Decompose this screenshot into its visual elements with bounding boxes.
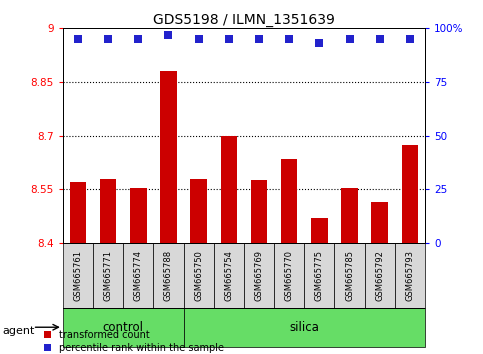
Bar	[123, 243, 154, 308]
Bar	[184, 243, 213, 308]
Bar	[70, 182, 86, 243]
Text: GSM665761: GSM665761	[73, 250, 83, 301]
Bar	[341, 188, 358, 243]
Bar	[63, 243, 93, 308]
Bar	[395, 243, 425, 308]
Text: GSM665775: GSM665775	[315, 250, 324, 301]
Point	[406, 36, 414, 42]
Bar	[130, 188, 146, 243]
Bar	[402, 145, 418, 243]
Bar	[251, 181, 267, 243]
Bar	[304, 243, 334, 308]
Text: GSM665792: GSM665792	[375, 250, 384, 301]
Text: GSM665793: GSM665793	[405, 250, 414, 301]
Text: control: control	[103, 321, 143, 334]
Point	[285, 36, 293, 42]
Bar	[244, 243, 274, 308]
Bar	[190, 179, 207, 243]
Bar	[311, 218, 327, 243]
Point	[74, 36, 82, 42]
Bar	[184, 308, 425, 347]
Point	[134, 36, 142, 42]
Point	[225, 36, 233, 42]
Text: GSM665754: GSM665754	[224, 250, 233, 301]
Bar	[63, 308, 184, 347]
Bar	[371, 202, 388, 243]
Bar	[160, 71, 177, 243]
Text: GSM665771: GSM665771	[103, 250, 113, 301]
Text: GSM665788: GSM665788	[164, 250, 173, 301]
Bar	[213, 243, 244, 308]
Title: GDS5198 / ILMN_1351639: GDS5198 / ILMN_1351639	[153, 13, 335, 27]
Point	[346, 36, 354, 42]
Text: agent: agent	[2, 326, 35, 336]
Text: GSM665774: GSM665774	[134, 250, 143, 301]
Text: GSM665785: GSM665785	[345, 250, 354, 301]
Bar	[93, 243, 123, 308]
Point	[376, 36, 384, 42]
Bar	[365, 243, 395, 308]
Point	[104, 36, 112, 42]
Bar	[100, 179, 116, 243]
Point	[255, 36, 263, 42]
Bar	[274, 243, 304, 308]
Bar	[334, 243, 365, 308]
Bar	[154, 243, 184, 308]
Text: GSM665750: GSM665750	[194, 250, 203, 301]
Text: silica: silica	[289, 321, 319, 334]
Text: GSM665769: GSM665769	[255, 250, 264, 301]
Text: GSM665770: GSM665770	[284, 250, 294, 301]
Point	[315, 40, 323, 46]
Legend: transformed count, percentile rank within the sample: transformed count, percentile rank withi…	[43, 330, 224, 353]
Bar	[221, 136, 237, 243]
Point	[165, 32, 172, 38]
Bar	[281, 159, 298, 243]
Point	[195, 36, 202, 42]
